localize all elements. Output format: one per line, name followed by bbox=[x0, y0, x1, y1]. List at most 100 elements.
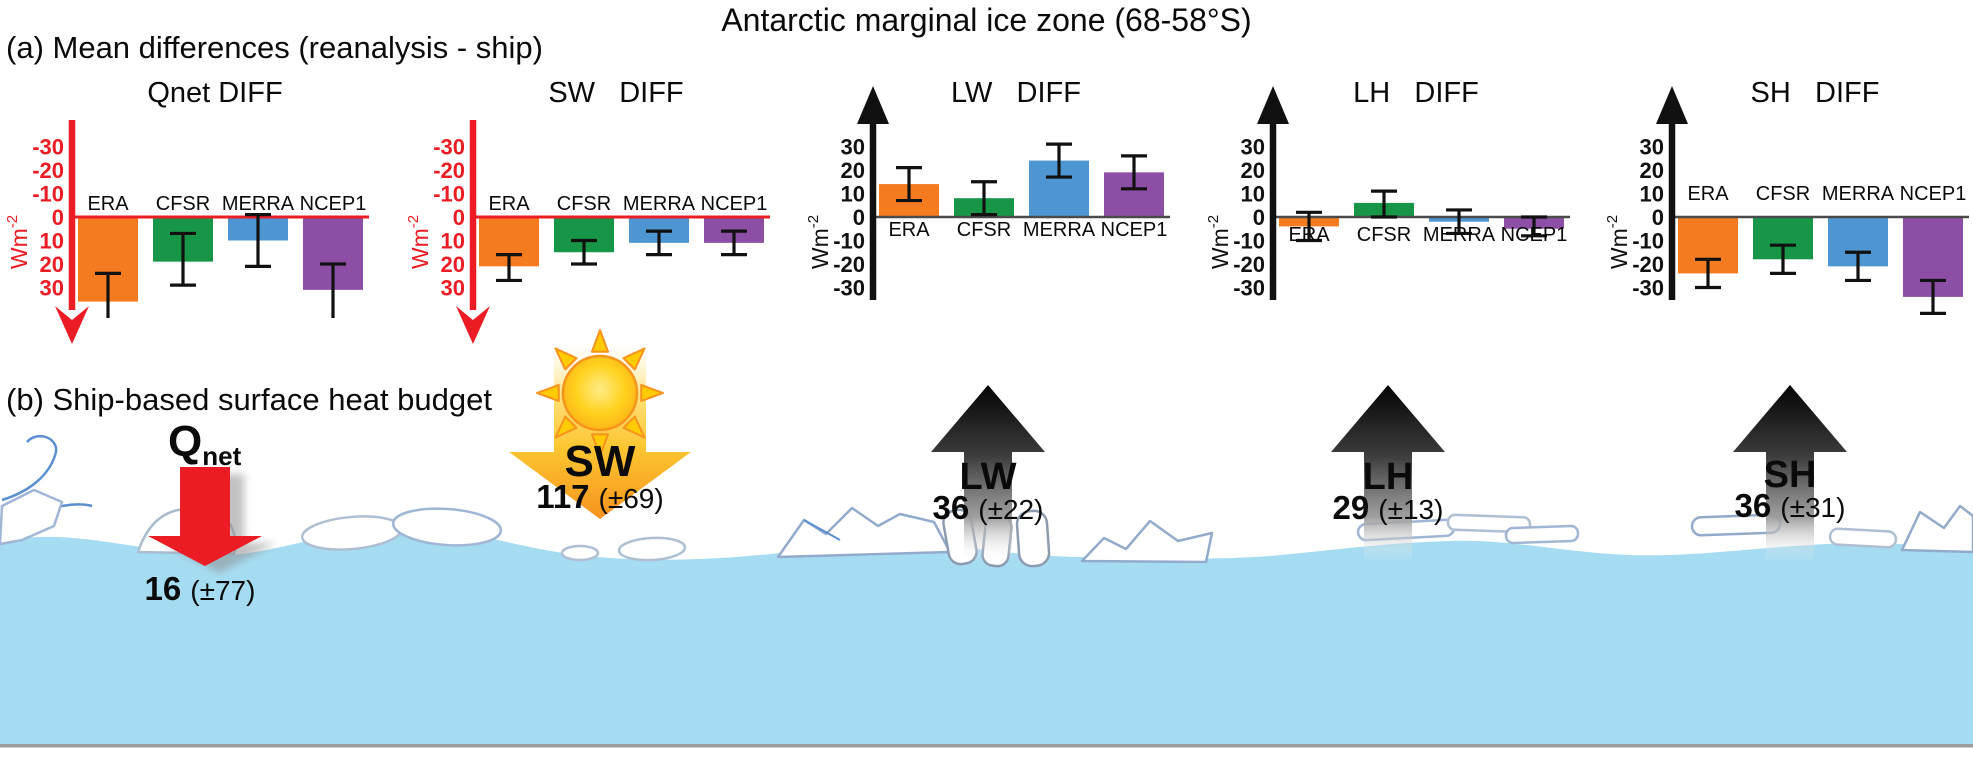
category-label: NCEP1 bbox=[701, 193, 768, 215]
y-tick-label: 30 bbox=[441, 276, 465, 301]
up-arrow-gray-icon bbox=[1733, 385, 1847, 560]
y-tick-label: 10 bbox=[441, 229, 465, 254]
y-tick-label: -20 bbox=[1233, 252, 1265, 277]
y-tick-label: 0 bbox=[1253, 205, 1265, 230]
y-tick-label: 20 bbox=[40, 252, 64, 277]
y-axis-label: Wm-2 bbox=[1604, 215, 1632, 269]
y-tick-label: 20 bbox=[1640, 158, 1664, 183]
y-axis-label: Wm-2 bbox=[1205, 215, 1233, 269]
y-tick-label: -20 bbox=[32, 158, 64, 183]
panel-b-label: (b) Ship-based surface heat budget bbox=[6, 382, 492, 417]
flux-value: 16 (±77) bbox=[145, 570, 256, 607]
flux-value: 29 (±13) bbox=[1333, 489, 1444, 526]
y-axis-label: Wm-2 bbox=[4, 215, 32, 269]
y-tick-label: -20 bbox=[833, 252, 865, 277]
chart-4-1: -30 -20 -10 0 10 20 30 Wm-2 SW DIFF ERA CFSR MERRA N… bbox=[405, 60, 793, 370]
y-tick-label: -30 bbox=[1233, 276, 1265, 301]
category-label: ERA bbox=[1288, 224, 1330, 246]
category-label: CFSR bbox=[1756, 183, 1810, 205]
chart-title: SW DIFF bbox=[548, 77, 683, 109]
flux-label: Qnet bbox=[168, 417, 242, 471]
flux-label: SH bbox=[1764, 454, 1817, 496]
bars bbox=[78, 217, 363, 302]
category-label: CFSR bbox=[957, 219, 1011, 241]
flux-value: 36 (±31) bbox=[1735, 487, 1846, 524]
y-axis-label: Wm-2 bbox=[805, 215, 833, 269]
flux-label: LW bbox=[960, 456, 1017, 498]
y-tick-label: -10 bbox=[433, 182, 465, 207]
category-label: MERRA bbox=[623, 193, 696, 215]
up-arrow-gray-icon bbox=[931, 385, 1045, 560]
category-label: NCEP1 bbox=[300, 193, 367, 215]
y-tick-label: 30 bbox=[40, 276, 64, 301]
y-tick-label: -30 bbox=[32, 135, 64, 160]
red-axis-down-arrow-icon bbox=[456, 120, 490, 344]
y-axis-label: Wm-2 bbox=[405, 215, 433, 269]
red-axis-down-arrow-icon bbox=[55, 120, 89, 344]
category-label: ERA bbox=[488, 193, 530, 215]
y-tick-label: 10 bbox=[841, 182, 865, 207]
y-tick-label: 30 bbox=[1241, 135, 1265, 160]
y-tick-label: -30 bbox=[433, 135, 465, 160]
chart-title: LW DIFF bbox=[951, 77, 1081, 109]
category-label: NCEP1 bbox=[1900, 183, 1967, 205]
category-label: MERRA bbox=[222, 193, 295, 215]
chart-4-3: -30 -20 -10 0 10 20 30 Wm-2 LH DIFF ERA CFSR MERRA N… bbox=[1205, 60, 1593, 370]
y-tick-label: -10 bbox=[32, 182, 64, 207]
chart-4-0: -30 -20 -10 0 10 20 30 Wm-2 Qnet DIFF ERA CFSR MERR… bbox=[4, 60, 392, 370]
y-tick-label: -30 bbox=[1632, 276, 1664, 301]
y-tick-label: 0 bbox=[1652, 205, 1664, 230]
y-tick-label: 0 bbox=[853, 205, 865, 230]
category-label: NCEP1 bbox=[1501, 224, 1568, 246]
error-bars bbox=[1695, 243, 1946, 315]
flux-label: LH bbox=[1363, 456, 1414, 498]
up-arrow-gray-icon bbox=[1331, 385, 1445, 560]
category-label: NCEP1 bbox=[1101, 219, 1168, 241]
bars bbox=[1678, 217, 1963, 297]
y-tick-label: -10 bbox=[1233, 229, 1265, 254]
black-axis-up-arrow-icon bbox=[1656, 86, 1688, 300]
category-label: CFSR bbox=[1357, 224, 1411, 246]
y-tick-label: 20 bbox=[441, 252, 465, 277]
scene-baseline bbox=[0, 744, 1973, 748]
panel-a-label: (a) Mean differences (reanalysis - ship) bbox=[6, 30, 543, 65]
category-label: ERA bbox=[1687, 183, 1729, 205]
error-bars bbox=[896, 142, 1147, 217]
error-bars bbox=[1296, 189, 1547, 243]
y-tick-label: 10 bbox=[1241, 182, 1265, 207]
budget-item-Qnet: Qnet 16 (±77) bbox=[145, 417, 276, 607]
category-label: MERRA bbox=[1423, 224, 1496, 246]
y-tick-label: -10 bbox=[833, 229, 865, 254]
down-arrow-red-icon bbox=[148, 467, 262, 566]
category-label: MERRA bbox=[1023, 219, 1096, 241]
flux-value: 117 (±69) bbox=[536, 478, 663, 515]
figure-title: Antarctic marginal ice zone (68-58°S) bbox=[721, 2, 1252, 38]
y-tick-label: -20 bbox=[1632, 252, 1664, 277]
y-tick-label: -10 bbox=[1632, 229, 1664, 254]
error-bars bbox=[496, 229, 747, 283]
category-label: MERRA bbox=[1822, 183, 1895, 205]
bars bbox=[479, 217, 764, 267]
y-tick-label: 30 bbox=[1640, 135, 1664, 160]
y-tick-label: -20 bbox=[433, 158, 465, 183]
category-label: ERA bbox=[888, 219, 930, 241]
y-tick-label: 20 bbox=[841, 158, 865, 183]
y-tick-label: 30 bbox=[841, 135, 865, 160]
category-label: CFSR bbox=[557, 193, 611, 215]
category-label: CFSR bbox=[156, 193, 210, 215]
y-tick-label: -30 bbox=[833, 276, 865, 301]
error-bars bbox=[95, 213, 346, 318]
chart-title: Qnet DIFF bbox=[147, 77, 282, 109]
chart-title: SH DIFF bbox=[1751, 77, 1880, 109]
category-label: ERA bbox=[87, 193, 129, 215]
chart-4-2: -30 -20 -10 0 10 20 30 Wm-2 LW DIFF ERA CFSR MERRA N… bbox=[805, 60, 1193, 370]
